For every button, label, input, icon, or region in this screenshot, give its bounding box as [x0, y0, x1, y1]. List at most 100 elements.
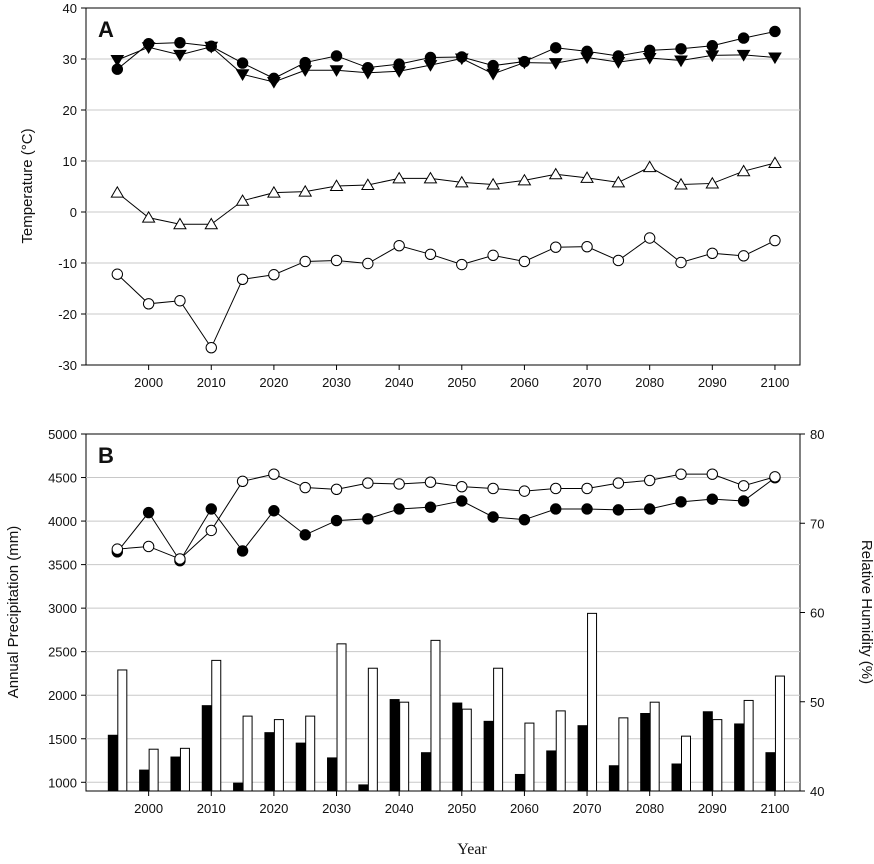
bar-open — [587, 612, 598, 792]
data-point — [612, 477, 625, 489]
panel-b-left-y-axis-title: Annual Precipitation (mm) — [5, 526, 22, 699]
data-point — [550, 503, 562, 515]
y-tick-label: 3000 — [48, 601, 77, 616]
data-point — [236, 545, 249, 557]
bar-open — [242, 715, 253, 792]
x-tick-label: 2020 — [259, 375, 288, 390]
data-point — [581, 482, 593, 495]
data-point — [581, 240, 593, 253]
series-line — [116, 237, 776, 349]
data-point — [487, 249, 499, 262]
bar-open — [461, 708, 472, 792]
y-tick-label: 3500 — [48, 558, 77, 573]
x-tick-label: 2060 — [510, 375, 539, 390]
panel-b-label: B — [98, 443, 114, 468]
bar-filled — [264, 732, 275, 792]
data-point — [612, 254, 625, 267]
data-point — [141, 42, 156, 54]
data-point — [548, 58, 563, 70]
data-point — [487, 511, 499, 523]
y-right-tick-label: 40 — [810, 784, 824, 799]
bar-open — [681, 735, 691, 792]
bar-open — [430, 639, 441, 792]
data-point — [268, 468, 280, 480]
data-point — [612, 504, 625, 516]
data-point — [268, 269, 280, 281]
data-point — [142, 540, 155, 553]
data-point — [487, 482, 499, 495]
bar-open — [179, 747, 190, 792]
data-point — [205, 524, 217, 537]
bar-filled — [139, 769, 150, 792]
bar-open — [743, 699, 754, 792]
data-point — [423, 60, 438, 72]
bar-filled — [295, 742, 306, 792]
data-point — [737, 32, 750, 44]
bar-filled — [702, 711, 713, 792]
data-point — [454, 53, 469, 66]
bar-open — [618, 717, 629, 792]
data-point — [580, 171, 594, 183]
data-point — [362, 257, 374, 270]
panel-a-y-axis-title: Temperature (°C) — [19, 128, 36, 243]
data-point — [393, 478, 405, 490]
bar-filled — [671, 763, 682, 792]
x-tick-label: 2070 — [573, 801, 602, 816]
data-point — [550, 241, 562, 253]
x-tick-label: 2070 — [573, 375, 602, 390]
series-line — [117, 46, 775, 83]
data-point — [737, 495, 750, 507]
data-point — [456, 480, 468, 493]
panel-a-series — [110, 25, 782, 354]
y-tick-label: -20 — [58, 307, 77, 322]
data-point — [235, 69, 250, 81]
data-point — [581, 503, 593, 515]
bar-filled — [577, 725, 588, 792]
bar-filled — [514, 773, 525, 792]
panel-b: 1000 1500 2000 2500 3000 3500 4000 4500 5000 40 5… — [5, 427, 874, 858]
series-line — [117, 473, 776, 560]
data-point — [267, 76, 281, 89]
data-point — [550, 42, 562, 54]
data-point — [268, 505, 280, 517]
data-point — [330, 254, 343, 267]
bar-filled — [420, 752, 431, 792]
data-point — [517, 57, 532, 70]
y-tick-label: 5000 — [48, 427, 77, 442]
data-point — [486, 177, 500, 190]
x-tick-label: 2050 — [447, 375, 476, 390]
data-point — [643, 474, 656, 487]
panel-a-x-axis: 2000 2010 2020 2030 2040 2050 2060 2070 2080 2090… — [134, 365, 789, 390]
data-point — [173, 49, 187, 62]
data-point — [611, 57, 626, 69]
bar-filled — [389, 699, 400, 792]
data-point — [174, 36, 186, 49]
data-point — [768, 156, 782, 169]
data-point — [111, 543, 124, 555]
y-tick-label: 1500 — [48, 732, 77, 747]
x-tick-label: 2100 — [760, 801, 789, 816]
data-point — [736, 49, 751, 62]
panel-b-right-y-axis: 40 50 60 70 80 — [800, 427, 824, 799]
x-tick-label: 2090 — [698, 375, 727, 390]
data-point — [675, 468, 687, 480]
data-point — [769, 234, 781, 247]
data-point — [424, 501, 437, 513]
data-point — [456, 495, 468, 507]
data-point — [142, 298, 155, 310]
data-point — [111, 268, 124, 280]
data-point — [141, 210, 156, 223]
bar-open — [273, 719, 284, 792]
data-point — [267, 185, 281, 198]
data-point — [548, 167, 563, 180]
y-tick-label: 2500 — [48, 645, 77, 660]
x-tick-label: 2080 — [635, 801, 664, 816]
panel-a-label: A — [98, 17, 114, 42]
y-tick-label: -30 — [58, 358, 77, 373]
data-point — [236, 273, 249, 286]
data-point — [642, 160, 657, 173]
bar-filled — [327, 757, 338, 792]
humidity-series-1 — [111, 472, 781, 567]
bar-filled — [201, 705, 212, 792]
data-point — [330, 514, 343, 527]
